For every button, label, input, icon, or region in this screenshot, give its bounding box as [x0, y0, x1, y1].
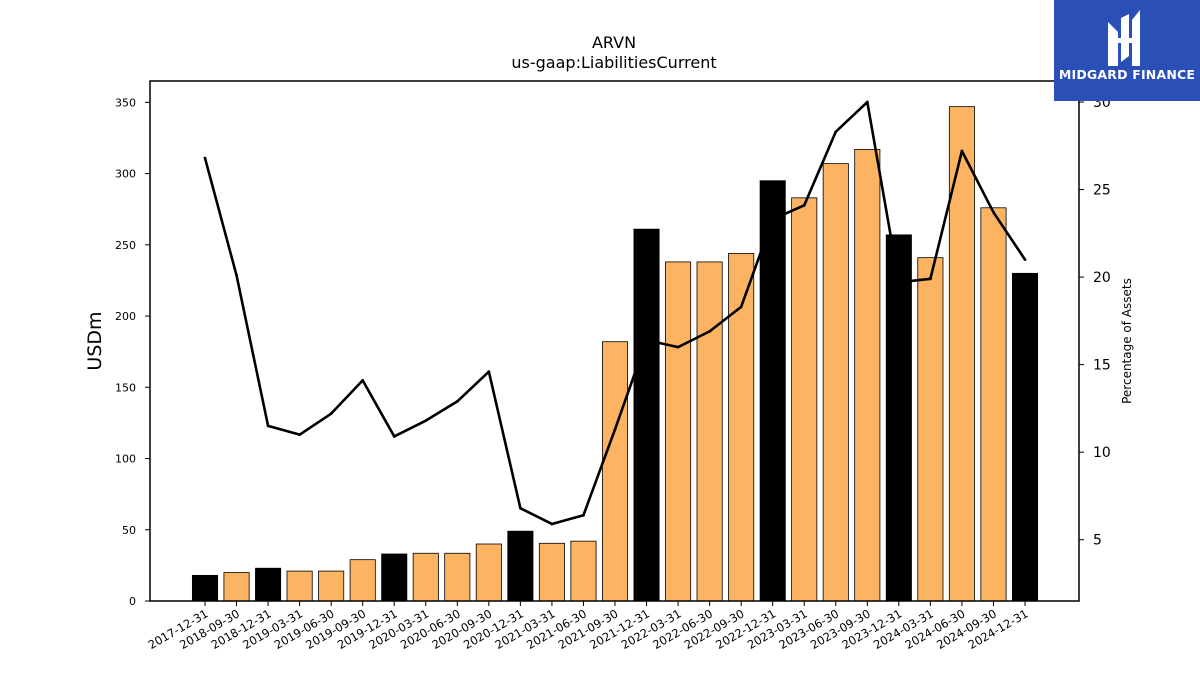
midgard-finance-logo: MIDGARD FINANCE [1054, 0, 1200, 101]
midgard-logo-icon [1108, 10, 1140, 66]
line-point-2024-12-31 [1023, 258, 1027, 261]
percentage-line-layer [203, 100, 1027, 526]
bar-2021-09-30 [601, 341, 629, 602]
chart-title: ARVN [592, 33, 636, 52]
line-point-2018-12-31 [266, 424, 270, 428]
y-tick-label-150: 150 [115, 381, 136, 394]
y2-tick-label-20: 20 [1093, 270, 1111, 286]
y-tick-label-200: 200 [115, 310, 136, 323]
line-point-2019-09-30 [361, 378, 365, 382]
bar-2020-03-31 [412, 552, 439, 602]
line-point-2019-06-30 [329, 412, 333, 416]
y2-tick-label-25: 25 [1093, 183, 1111, 199]
bar-2022-09-30 [728, 252, 755, 602]
line-point-2024-03-31 [928, 277, 932, 281]
logo-text: MIDGARD FINANCE [1058, 67, 1196, 82]
line-point-2017-12-31 [203, 156, 207, 160]
bar-2020-12-31 [507, 530, 534, 602]
bar-2022-12-31 [759, 180, 786, 602]
bar-2021-03-31 [538, 542, 565, 602]
bar-2019-09-30 [349, 559, 376, 602]
y2-axis-label: Percentage of Assets [1120, 278, 1134, 404]
bar-2024-12-31 [1011, 272, 1039, 602]
line-point-2019-03-31 [298, 433, 302, 437]
bar-2022-03-31 [665, 261, 692, 602]
bar-2024-03-31 [917, 257, 944, 602]
y-axis: 0 50 100 150 200 250 300 350 [115, 96, 150, 608]
line-point-2023-09-30 [865, 100, 869, 104]
y-tick-label-50: 50 [122, 524, 136, 537]
line-point-2018-09-30 [235, 273, 238, 277]
bar-2020-06-30 [444, 552, 471, 602]
line-point-2020-12-31 [518, 506, 522, 510]
bar-2023-06-30 [822, 163, 849, 602]
y-tick-label-350: 350 [115, 96, 136, 109]
y2-tick-label-5: 5 [1093, 533, 1102, 549]
line-point-2021-06-30 [582, 513, 585, 517]
y-tick-label-250: 250 [115, 239, 136, 252]
bar-2018-12-31 [255, 567, 282, 602]
bar-2023-09-30 [854, 148, 881, 602]
line-point-2021-09-30 [613, 428, 617, 431]
bar-2017-12-31 [191, 574, 219, 602]
line-point-2021-03-31 [550, 522, 554, 526]
line-point-2020-03-31 [424, 419, 428, 423]
bar-2019-06-30 [318, 570, 345, 602]
y2-tick-label-15: 15 [1093, 358, 1111, 374]
line-point-2022-03-31 [676, 345, 680, 349]
line-point-2023-03-31 [802, 203, 806, 207]
line-point-2023-06-30 [834, 130, 838, 134]
line-point-2022-12-31 [771, 217, 775, 221]
y-axis-label: USDm [84, 311, 106, 370]
line-point-2024-09-30 [992, 210, 995, 214]
bar-2019-03-31 [286, 570, 313, 602]
line-point-2024-06-30 [960, 149, 964, 153]
bar-2019-12-31 [381, 553, 408, 602]
line-point-2022-09-30 [739, 305, 743, 309]
line-point-2023-12-31 [897, 280, 901, 284]
y-tick-label-300: 300 [115, 168, 136, 181]
bar-2023-03-31 [791, 197, 818, 602]
line-point-2022-06-30 [708, 329, 712, 333]
y-tick-label-0: 0 [129, 595, 136, 608]
line-point-2021-12-31 [645, 338, 648, 342]
bar-2024-09-30 [980, 207, 1007, 602]
bar-2024-06-30 [948, 106, 975, 602]
bars [191, 106, 1039, 602]
line-point-2020-09-30 [487, 370, 491, 374]
bar-2023-12-31 [885, 234, 912, 602]
x-axis: 2017-12-312018-09-302018-12-312019-03-31… [146, 601, 1031, 652]
bar-2021-06-30 [570, 540, 597, 602]
line-point-2020-06-30 [455, 400, 459, 403]
y-tick-label-100: 100 [115, 453, 136, 466]
bar-2021-12-31 [633, 228, 660, 602]
chart-subtitle: us-gaap:LiabilitiesCurrent [511, 53, 716, 72]
bar-2020-09-30 [475, 543, 502, 602]
line-point-2019-12-31 [392, 435, 396, 438]
y2-tick-label-10: 10 [1093, 445, 1111, 461]
bar-2022-06-30 [696, 261, 723, 602]
bar-2018-09-30 [223, 572, 250, 602]
